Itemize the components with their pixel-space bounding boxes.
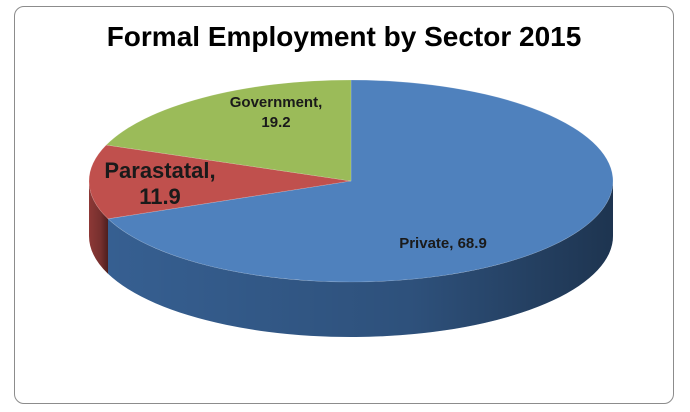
pie-slice-parastatal [88, 144, 352, 220]
pie-tops [88, 79, 614, 283]
data-label-government: Government, 19.2 [230, 94, 323, 131]
data-label-private: Private, 68.9 [399, 235, 487, 252]
pie-slice-government [105, 79, 352, 182]
pie-labels: Private, 68.9 Parastatal, 11.9 Government, 1… [104, 94, 486, 252]
data-label-parastatal: Parastatal, 11.9 [104, 158, 215, 209]
pie-side-shade-private [108, 181, 613, 337]
data-label-line2: 11.9 [139, 184, 181, 209]
pie-side-shade-parastatal [89, 181, 109, 274]
data-label-line1: Government, [230, 94, 323, 111]
chart-title: Formal Employment by Sector 2015 [106, 21, 582, 52]
data-label-line1: Parastatal, [104, 158, 215, 183]
pie-slice-private [107, 79, 614, 283]
pie-sides [89, 181, 613, 337]
data-label-line2: 19.2 [261, 114, 290, 131]
data-label-line1: Private, 68.9 [399, 235, 487, 252]
